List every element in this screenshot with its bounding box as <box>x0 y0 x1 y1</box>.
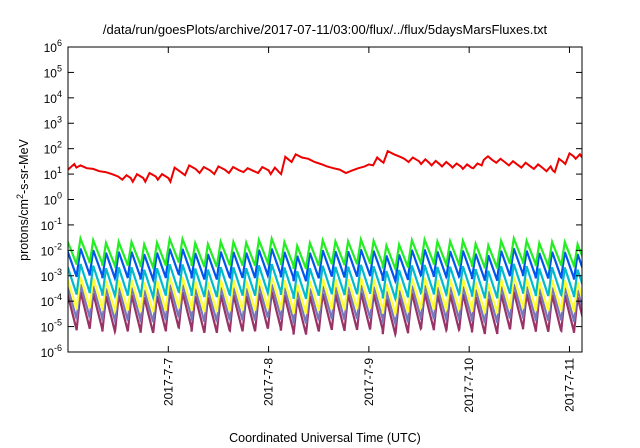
y-tick-label: 105 <box>44 63 62 80</box>
y-tick-label: 101 <box>44 165 62 182</box>
x-tick-label: 2017-7-8 <box>262 358 276 406</box>
x-tick-label: 2017-7-9 <box>362 358 376 406</box>
y-tick-label: 10-1 <box>41 216 62 233</box>
y-tick-label: 10-5 <box>41 318 62 335</box>
y-tick-label: 103 <box>44 114 62 131</box>
series-line-5 <box>68 283 582 328</box>
series-line-2 <box>68 248 582 285</box>
x-tick-label: 2017-7-7 <box>161 358 175 406</box>
x-axis: 2017-7-7 2017-7-8 2017-7-9 2017-7-10 2017-7-… <box>161 47 576 413</box>
x-tick-label: 2017-7-11 <box>562 358 576 412</box>
y-tick-label: 10-6 <box>41 343 62 360</box>
y-tick-label: 102 <box>44 140 62 157</box>
y-tick-label: 10-3 <box>41 267 62 284</box>
series-layer <box>68 149 582 339</box>
x-axis-label: Coordinated Universal Time (UTC) <box>229 431 421 445</box>
series-line-6 <box>68 291 582 339</box>
series-line-4 <box>68 276 582 318</box>
y-tick-label: 106 <box>44 38 62 55</box>
series-line-0 <box>68 149 582 185</box>
y-tick-label: 10-2 <box>41 241 62 258</box>
y-tick-label: 10-4 <box>41 292 62 309</box>
y-axis-label-rest: -s-sr-MeV <box>17 138 31 194</box>
y-tick-label: 104 <box>44 89 62 106</box>
y-tick-label: 100 <box>44 191 62 208</box>
series-line-1 <box>68 234 582 272</box>
chart-title: /data/run/goesPlots/archive/2017-07-11/0… <box>103 22 548 37</box>
x-tick-label: 2017-7-10 <box>462 358 476 413</box>
y-axis: 10-6 10-5 10-4 10-3 10-2 10-1 100 101 102 103 104 1… <box>41 38 582 360</box>
y-axis-label: protons/cm2-s-sr-MeV <box>15 138 31 260</box>
y-axis-label-base: protons/cm <box>17 199 31 261</box>
y-axis-label-sup: 2 <box>15 194 25 199</box>
series-line-3 <box>68 263 582 303</box>
